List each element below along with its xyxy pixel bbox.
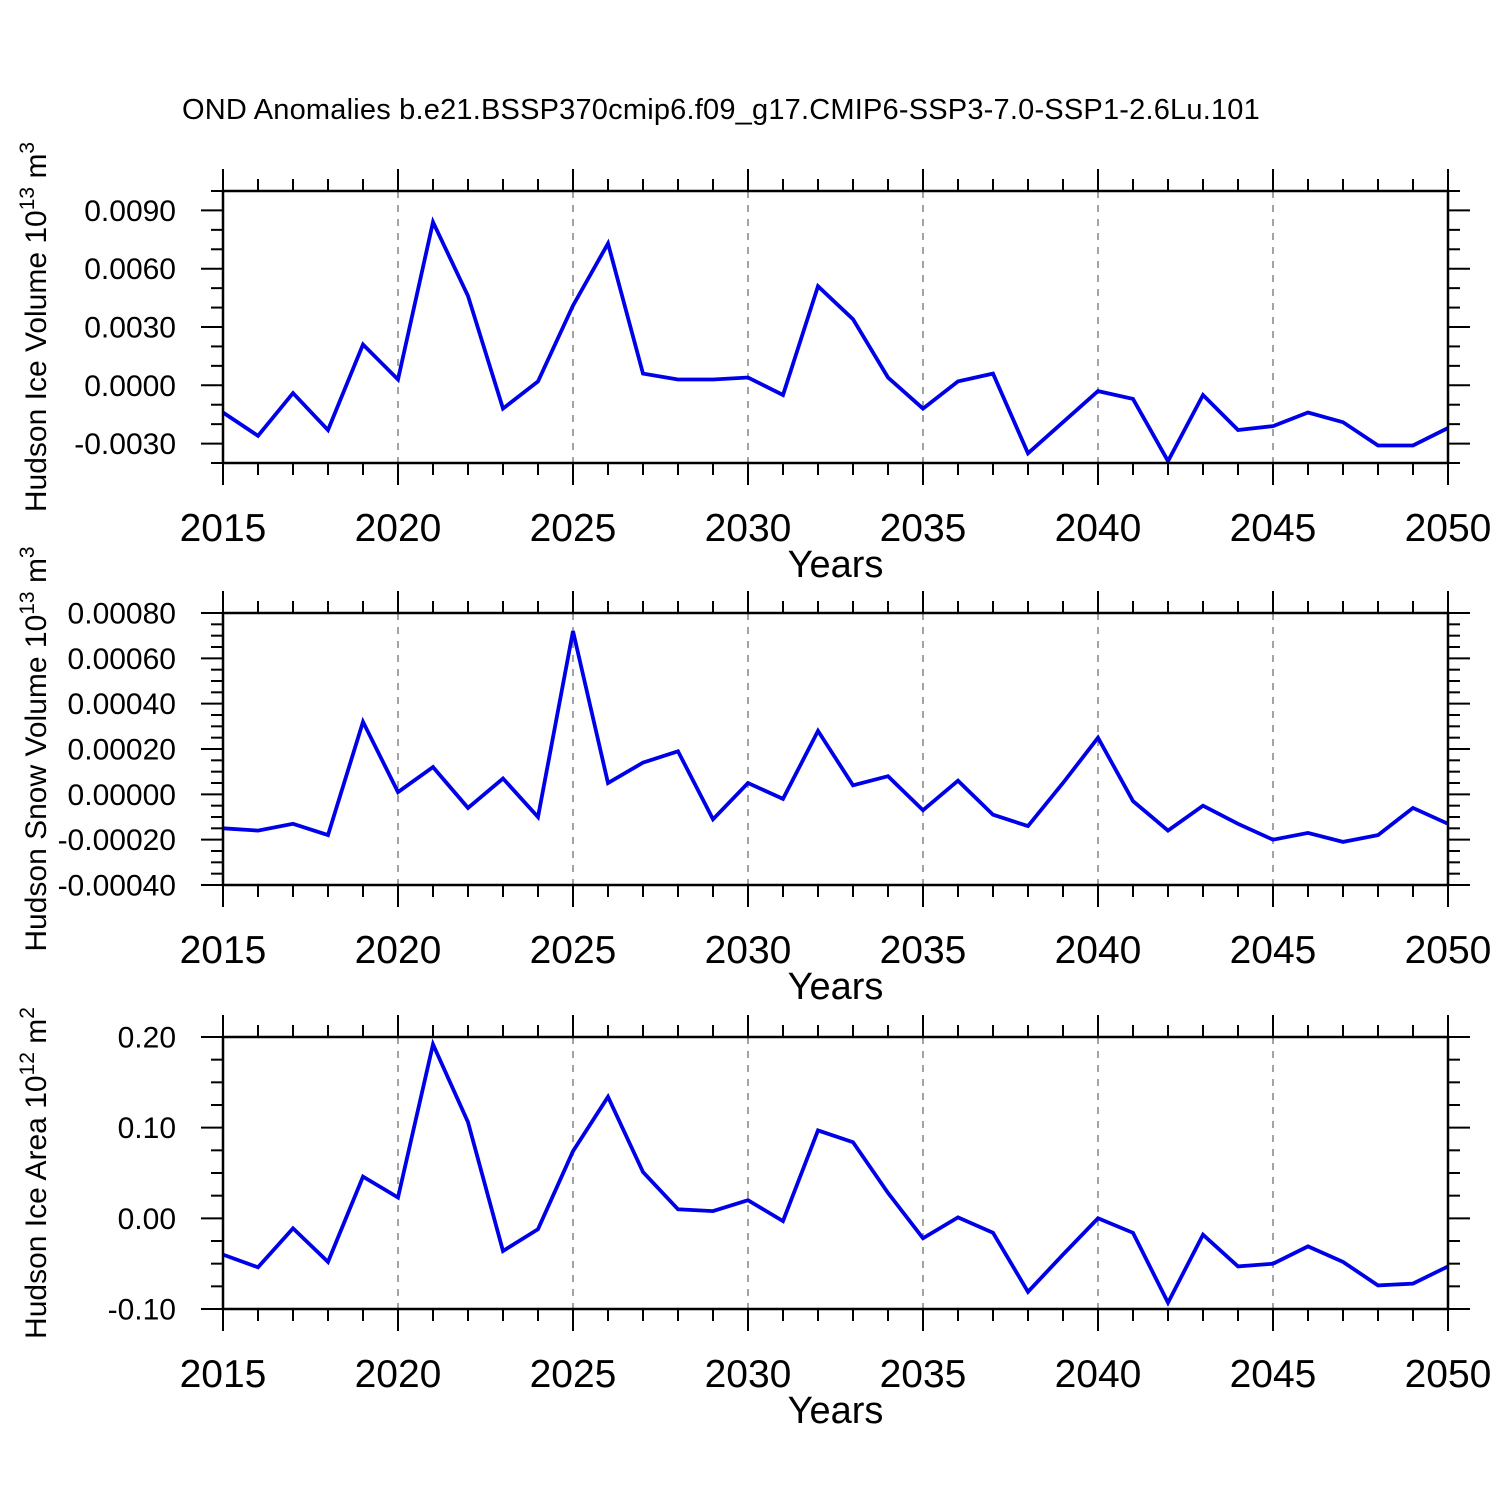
x-tick-label: 2020 bbox=[355, 507, 442, 550]
y-ticks bbox=[201, 1036, 1470, 1310]
x-tick-label: 2035 bbox=[880, 507, 967, 550]
plot-box bbox=[221, 611, 1450, 887]
plot-box bbox=[221, 1035, 1450, 1311]
y-tick-label: -0.00040 bbox=[58, 870, 176, 903]
x-tick-label: 2025 bbox=[530, 507, 617, 550]
x-tick-label: 2045 bbox=[1230, 507, 1317, 550]
gridlines bbox=[397, 613, 1274, 885]
x-ticks bbox=[222, 1015, 1449, 1331]
series-line bbox=[222, 630, 1449, 844]
gridlines bbox=[397, 191, 1274, 463]
panel-1: -0.0030 0.0000 0.0030 0.0060 0.0090 2015 2020 2… bbox=[16, 142, 1491, 586]
x-tick-label: 2025 bbox=[530, 929, 617, 972]
x-tick-label: 2030 bbox=[705, 1353, 792, 1396]
x-tick-label: 2035 bbox=[880, 929, 967, 972]
y-tick-label: -0.0030 bbox=[74, 428, 176, 461]
y-tick-label: 0.00080 bbox=[68, 598, 176, 631]
y-tick-label: 0.00040 bbox=[68, 688, 176, 721]
y-tick-label: -0.00020 bbox=[58, 824, 176, 857]
x-tick-label: 2040 bbox=[1055, 1353, 1142, 1396]
x-tick-label: 2040 bbox=[1055, 929, 1142, 972]
x-tick-label: 2030 bbox=[705, 929, 792, 972]
y-tick-label: 0.00 bbox=[118, 1203, 176, 1236]
y-tick-label: -0.10 bbox=[108, 1294, 176, 1327]
y-tick-label: 0.00000 bbox=[68, 779, 176, 812]
y-tick-label: 0.0090 bbox=[84, 195, 176, 228]
y-tick-label: 0.00020 bbox=[68, 734, 176, 767]
x-tick-label: 2035 bbox=[880, 1353, 967, 1396]
x-ticks bbox=[222, 591, 1449, 907]
panel-2: -0.00040 -0.00020 0.00000 0.00020 0.00040 0.0… bbox=[16, 546, 1491, 1008]
x-tick-label: 2020 bbox=[355, 929, 442, 972]
chart-title: OND Anomalies b.e21.BSSP370cmip6.f09_g17… bbox=[182, 94, 1260, 126]
y-ticks bbox=[201, 190, 1470, 464]
y-tick-label: 0.20 bbox=[118, 1022, 176, 1055]
y-tick-label: 0.00060 bbox=[68, 643, 176, 676]
x-tick-label: 2020 bbox=[355, 1353, 442, 1396]
plot-box bbox=[221, 189, 1450, 465]
y-axis-title: Hudson Snow Volume 1013 m3 bbox=[16, 546, 53, 951]
x-tick-label: 2050 bbox=[1405, 1353, 1492, 1396]
y-tick-label: 0.10 bbox=[118, 1112, 176, 1145]
series-line bbox=[221, 216, 1449, 466]
x-tick-label: 2050 bbox=[1405, 929, 1492, 972]
panel-3: -0.10 0.00 0.10 0.20 2015 2020 2025 2030 2035 204… bbox=[16, 1007, 1491, 1432]
y-tick-label: 0.0030 bbox=[84, 312, 176, 345]
x-tick-label: 2025 bbox=[530, 1353, 617, 1396]
y-ticks bbox=[201, 612, 1470, 886]
x-tick-label: 2040 bbox=[1055, 507, 1142, 550]
y-tick-label: 0.0000 bbox=[84, 370, 176, 403]
x-tick-label: 2015 bbox=[180, 507, 267, 550]
x-tick-label: 2015 bbox=[180, 929, 267, 972]
series-line bbox=[222, 1038, 1449, 1307]
y-axis-title: Hudson Ice Volume 1013 m3 bbox=[16, 142, 53, 512]
y-tick-label: 0.0060 bbox=[84, 253, 176, 286]
x-axis-title: Years bbox=[788, 966, 884, 1008]
gridlines bbox=[397, 1037, 1274, 1309]
x-tick-label: 2030 bbox=[705, 507, 792, 550]
y-axis-title: Hudson Ice Area 1012 m2 bbox=[16, 1007, 53, 1339]
x-axis-title: Years bbox=[788, 544, 884, 586]
x-ticks bbox=[222, 169, 1449, 485]
x-tick-label: 2050 bbox=[1405, 507, 1492, 550]
x-tick-label: 2015 bbox=[180, 1353, 267, 1396]
x-tick-label: 2045 bbox=[1230, 929, 1317, 972]
x-axis-title: Years bbox=[788, 1390, 884, 1432]
x-tick-label: 2045 bbox=[1230, 1353, 1317, 1396]
